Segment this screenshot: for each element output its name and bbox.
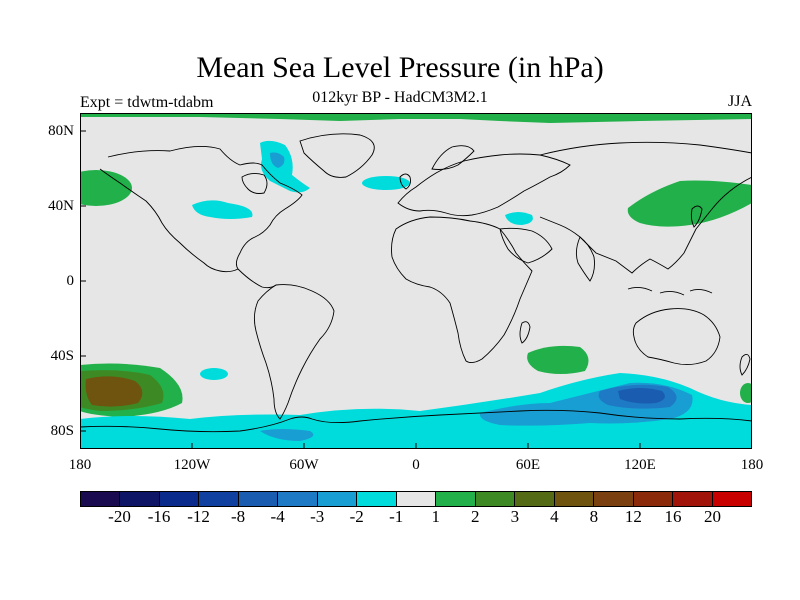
lat-label-40s: 40S	[50, 348, 74, 364]
lon-label-60w: 60W	[289, 457, 319, 473]
colorbar-swatch	[594, 492, 634, 506]
page-subtitle: 012kyr BP - HadCM3M2.1	[312, 89, 488, 106]
coast-africa	[391, 216, 533, 364]
colorbar-swatch	[81, 492, 121, 506]
lat-label-80s: 80S	[50, 423, 74, 439]
colorbar-label: -2	[349, 507, 364, 526]
coast-british-isles	[399, 173, 411, 190]
anomaly-south-atlantic-positive	[527, 345, 589, 374]
colorbar-swatch	[712, 492, 751, 506]
colorbar-label: 1	[431, 507, 441, 526]
lon-label-120e: 120E	[624, 457, 656, 473]
colorbar-label: 20	[703, 507, 721, 526]
anomaly-pacific-north-positive	[80, 170, 132, 206]
anomaly-arctic-positive	[80, 113, 752, 123]
colorbar-label: -4	[270, 507, 285, 526]
lon-label-120w: 120W	[173, 457, 211, 473]
colorbar-swatch	[120, 492, 160, 506]
colorbar-label: 12	[624, 507, 642, 526]
lon-label-60e: 60E	[515, 457, 541, 473]
colorbar	[80, 491, 752, 507]
lat-label-0: 0	[66, 273, 75, 289]
colorbar-label: 16	[664, 507, 682, 526]
lon-label-180e: 180	[740, 457, 764, 473]
map-panel	[80, 113, 752, 449]
colorbar-swatch	[633, 492, 674, 506]
colorbar-swatch	[673, 492, 713, 506]
lat-label-40n: 40N	[48, 198, 74, 214]
coast-arabia	[499, 227, 553, 264]
colorbar-label: -8	[231, 507, 246, 526]
coast-greenland	[299, 133, 375, 178]
coast-australia	[632, 308, 721, 366]
lat-label-80n: 80N	[48, 123, 74, 139]
colorbar-label: 4	[550, 507, 559, 526]
season-label: JJA	[727, 93, 752, 110]
colorbar-label: 2	[471, 507, 480, 526]
colorbar-swatch	[475, 492, 516, 506]
anomaly-arctic-negative-core	[270, 152, 285, 168]
anomaly-atlantic-negative	[362, 176, 410, 190]
anomaly-east-positive	[740, 383, 752, 403]
coast-new-zealand	[739, 354, 751, 376]
page-title: Mean Sea Level Pressure (in hPa)	[196, 51, 604, 84]
colorbar-swatch	[199, 492, 239, 506]
pressure-anomaly-map	[80, 113, 752, 449]
coast-india	[575, 236, 595, 282]
coast-antarctica	[80, 409, 752, 433]
colorbar-swatch	[278, 492, 318, 506]
coast-japan	[690, 205, 703, 228]
anomaly-middle-east-negative	[505, 212, 533, 225]
anomaly-south-pacific-positive-3	[85, 376, 143, 407]
experiment-label: Expt = tdwtm-tdabm	[80, 94, 214, 111]
colorbar-label: -16	[147, 507, 171, 526]
coast-scandinavia	[431, 145, 475, 170]
axis-ticks	[80, 130, 641, 449]
colorbar-label: 8	[589, 507, 599, 526]
colorbar-swatch	[238, 492, 279, 506]
colorbar-label: -1	[389, 507, 404, 526]
coast-europe	[397, 153, 571, 217]
coast-central-america	[237, 268, 277, 289]
lon-label-180w: 180	[68, 457, 92, 473]
colorbar-swatch	[554, 492, 595, 506]
anomaly-north-america-negative	[192, 200, 253, 219]
colorbar-label: -3	[310, 507, 325, 526]
anomaly-southern-ocean-neg4	[618, 388, 665, 404]
colorbar-swatch	[357, 492, 397, 506]
anomaly-antarctic-negative	[260, 429, 314, 441]
colorbar-label: -20	[108, 507, 131, 526]
colorbar-swatch	[515, 492, 555, 506]
coast-north-america	[99, 146, 303, 273]
coast-hudson-bay	[241, 172, 268, 194]
coastlines	[80, 133, 752, 433]
coast-madagascar	[519, 321, 531, 344]
anomaly-east-asia-positive	[627, 180, 752, 227]
colorbar-swatch	[159, 492, 200, 506]
colorbar-swatch	[396, 492, 437, 506]
anomaly-east-pacific-negative	[200, 368, 228, 380]
colorbar-label: 3	[510, 507, 520, 526]
colorbar-label: -12	[187, 507, 210, 526]
coast-indonesia	[627, 286, 713, 296]
colorbar-swatch	[436, 492, 476, 506]
lon-label-0: 0	[412, 457, 420, 473]
colorbar-swatch	[317, 492, 358, 506]
coast-south-america	[253, 284, 335, 420]
